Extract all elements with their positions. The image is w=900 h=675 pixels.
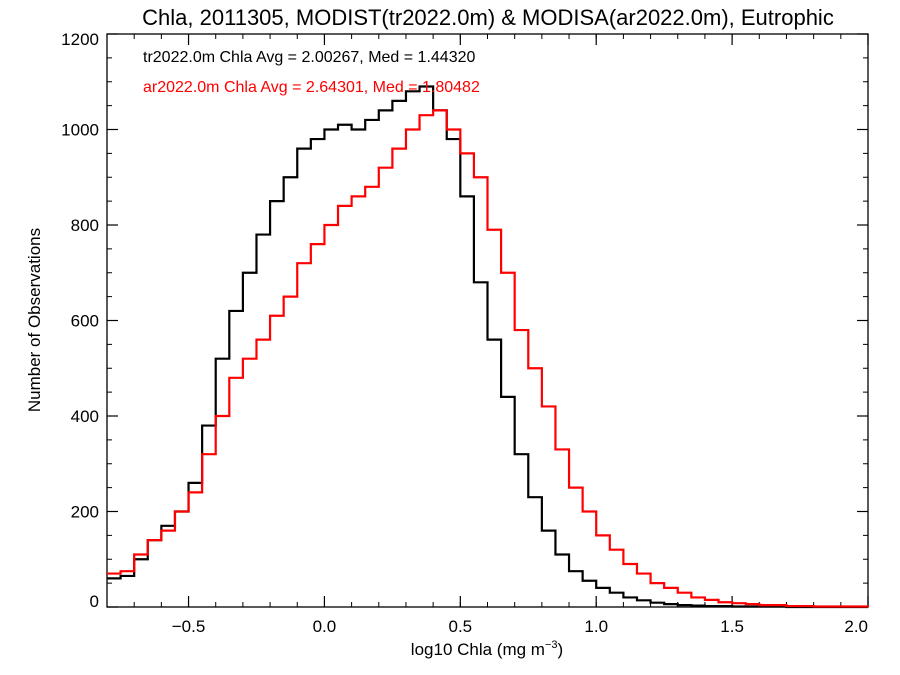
x-tick-labels: −0.5 0.0 0.5 1.0 1.5 2.0 <box>172 617 868 636</box>
annotation-series-black: tr2022.0m Chla Avg = 2.00267, Med = 1.44… <box>143 49 475 66</box>
x-tick-label: 1.5 <box>720 617 744 636</box>
y-tick-label: 800 <box>71 216 99 235</box>
x-axis-label-main: log10 Chla (mg m <box>411 640 545 659</box>
y-tick-label: 0 <box>90 592 99 611</box>
y-tick-label: 1000 <box>61 121 99 140</box>
x-tick-label: −0.5 <box>172 617 206 636</box>
x-axis-label-close: ) <box>558 640 564 659</box>
series-group <box>107 85 870 609</box>
y-tick-label: 600 <box>71 312 99 331</box>
y-tick-label: 1200 <box>61 30 99 49</box>
y-tick-label: 400 <box>71 407 99 426</box>
x-tick-label: 1.0 <box>584 617 608 636</box>
series-line-1 <box>107 109 870 608</box>
y-axis-label: Number of Observations <box>25 228 44 412</box>
series-line-0 <box>107 85 868 609</box>
x-tick-label: 0.5 <box>449 617 473 636</box>
x-tick-label: 2.0 <box>844 617 868 636</box>
annotation-series-red: ar2022.0m Chla Avg = 2.64301, Med = 1.80… <box>143 79 480 96</box>
x-axis-label-sup: −3 <box>545 639 558 651</box>
x-axis-label: log10 Chla (mg m−3) <box>411 639 563 659</box>
x-tick-label: 0.0 <box>313 617 337 636</box>
chart-title: Chla, 2011305, MODIST(tr2022.0m) & MODIS… <box>142 5 834 30</box>
y-tick-label: 200 <box>71 503 99 522</box>
y-tick-labels: 0 200 400 600 800 1000 1200 <box>61 30 99 611</box>
